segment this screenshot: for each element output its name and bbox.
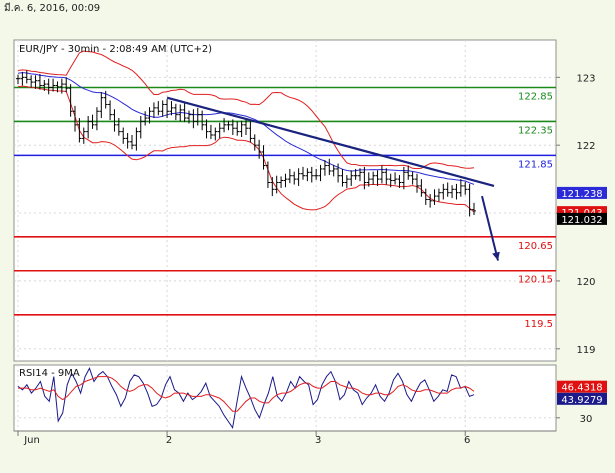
price-tag-label: 121.032 (561, 215, 602, 226)
rsi-axis: 30 (556, 414, 592, 425)
price-tag-box (557, 186, 607, 199)
indicator-lines (17, 50, 475, 213)
rsi-tag-label: 46.4318 (561, 383, 602, 394)
level-label: 120.65 (518, 241, 553, 252)
level-label: 122.85 (518, 92, 553, 103)
moving-average-line (17, 72, 475, 185)
rsi-line (17, 367, 475, 430)
level-label: 120.15 (518, 275, 553, 286)
x-tick-label: 6 (464, 435, 470, 446)
trendline (166, 96, 495, 187)
level-label: 121.85 (518, 159, 553, 170)
price-tag-box (557, 212, 607, 225)
rsi-tag-label: 43.9279 (561, 395, 602, 406)
rsi-y-tick-label: 30 (580, 414, 593, 425)
price-bars (16, 70, 476, 217)
support-resistance-levels: 122.85 122.35 121.85 120.65 120.15 119.5 (14, 86, 556, 330)
x-tick-label: 3 (315, 435, 321, 446)
rsi-panel (13, 364, 557, 432)
rsi-grid (14, 365, 556, 431)
bollinger-lower-line (17, 85, 475, 213)
forecast-arrow (481, 195, 499, 261)
level-label: 119.5 (524, 319, 553, 330)
price-grid (14, 40, 556, 361)
rsi-chart-title: RSI14 - 9MA (19, 368, 80, 379)
y-tick-label: 123 (576, 73, 595, 84)
y-tick-label: 119 (576, 345, 595, 356)
rsi-tag-box (557, 392, 607, 405)
bollinger-upper-line (17, 50, 475, 170)
main-chart-title: EUR/JPY - 30min - 2:08:49 AM (UTC+2) (19, 44, 212, 55)
rsi-lines (17, 367, 475, 430)
x-tick-label: 2 (166, 435, 172, 446)
level-label: 122.35 (518, 125, 553, 136)
x-tick-label: Jun (23, 435, 40, 446)
trend-annotations (166, 96, 500, 261)
rsi-ma-line (18, 376, 475, 412)
rsi-tag-box (557, 380, 607, 393)
time-axis: Jun 2 3 6 (14, 430, 556, 446)
price-tag-label: 121.238 (561, 189, 602, 200)
forecast-arrow-head (492, 251, 500, 261)
y-tick-label: 120 (576, 277, 595, 288)
y-tick-label: 122 (576, 141, 595, 152)
date-stamp: มี.ค. 6, 2016, 00:09 (4, 3, 101, 14)
